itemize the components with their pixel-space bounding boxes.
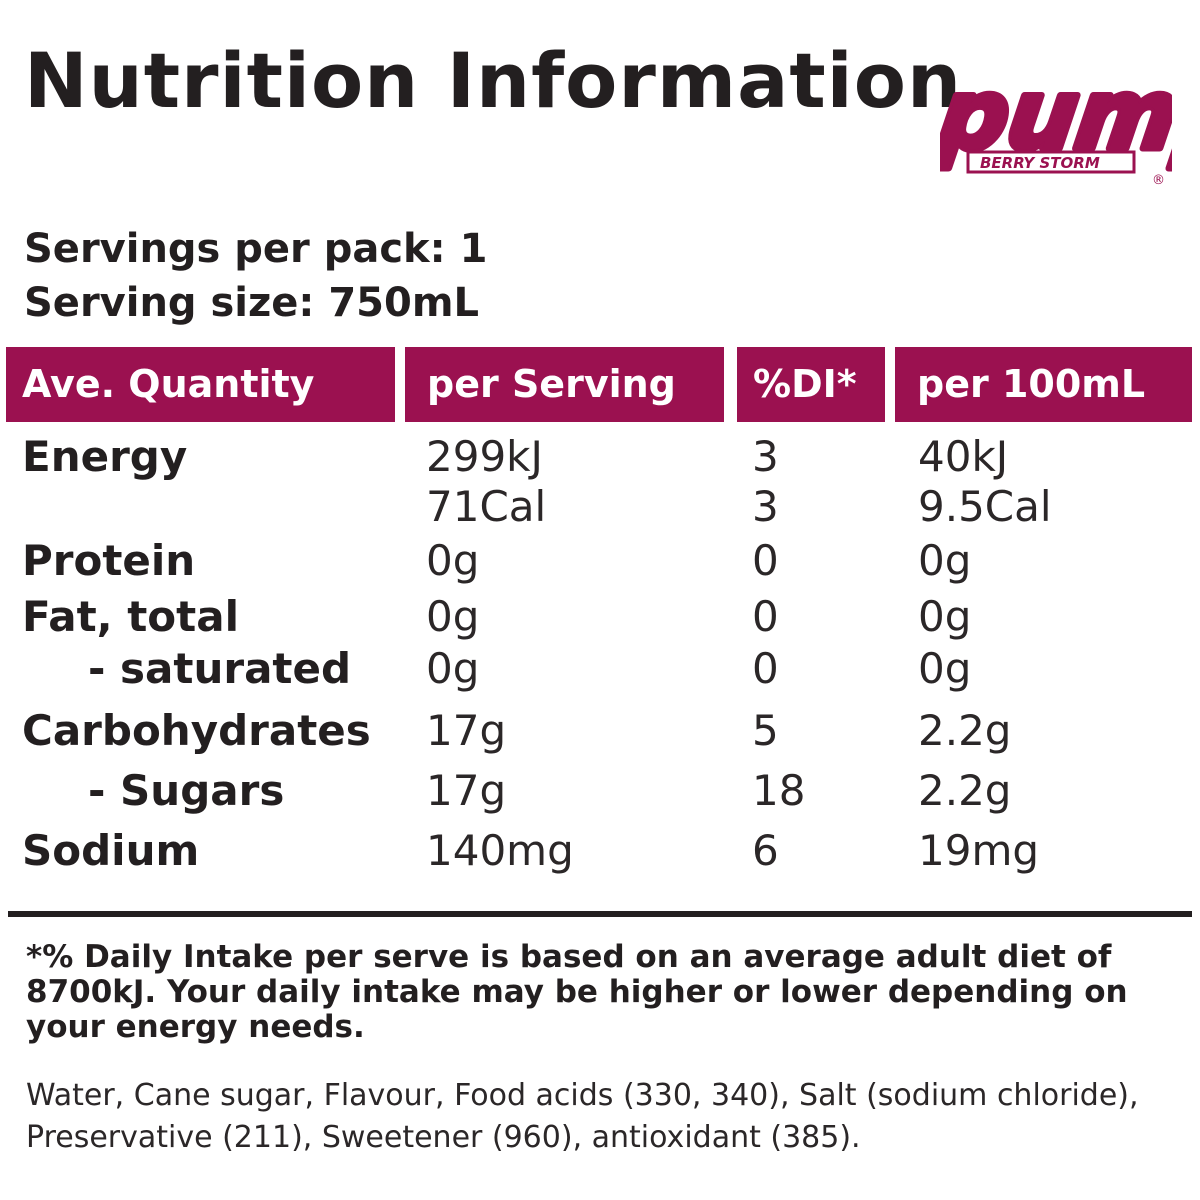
daily-intake-footnote: *% Daily Intake per serve is based on an…	[26, 939, 1128, 1045]
per-serving-value: 17g	[426, 766, 507, 815]
logo-registered-mark: ®	[1152, 173, 1165, 188]
header-ave-quantity: Ave. Quantity	[6, 347, 395, 422]
daily-intake-value: 3	[752, 432, 779, 481]
nutrient-name: Fat, total	[22, 592, 239, 641]
daily-intake-value: 18	[752, 766, 806, 815]
per-100ml-value: 40kJ	[918, 432, 1009, 481]
per-serving-value: 17g	[426, 706, 507, 755]
nutrient-name: Sodium	[22, 826, 200, 875]
per-100ml-value: 2.2g	[918, 766, 1012, 815]
daily-intake-value: 0	[752, 536, 779, 585]
per-serving-value: 71Cal	[426, 482, 547, 531]
daily-intake-value: 6	[752, 826, 779, 875]
per-100ml-value: 0g	[918, 536, 972, 585]
nutrient-name: - saturated	[88, 644, 352, 693]
per-serving-value: 0g	[426, 536, 480, 585]
logo-flavour-band	[966, 150, 1136, 174]
page-title: Nutrition Information	[24, 36, 963, 125]
divider-rule	[8, 911, 1192, 917]
per-100ml-value: 9.5Cal	[918, 482, 1052, 531]
serving-size: Serving size: 750mL	[24, 280, 479, 326]
per-serving-value: 0g	[426, 592, 480, 641]
per-100ml-value: 19mg	[918, 826, 1040, 875]
header-daily-intake: %DI*	[737, 347, 885, 422]
per-100ml-value: 2.2g	[918, 706, 1012, 755]
daily-intake-value: 3	[752, 482, 779, 531]
daily-intake-value: 0	[752, 644, 779, 693]
per-serving-value: 299kJ	[426, 432, 543, 481]
nutrient-name: - Sugars	[88, 766, 285, 815]
logo-flavour: BERRY STORM	[980, 154, 1100, 172]
nutrient-name: Energy	[22, 432, 188, 481]
header-per-100ml: per 100mL	[895, 347, 1192, 422]
daily-intake-value: 0	[752, 592, 779, 641]
nutrient-name: Carbohydrates	[22, 706, 371, 755]
nutrient-name: Protein	[22, 536, 196, 585]
per-serving-value: 0g	[426, 644, 480, 693]
ingredients-list: Water, Cane sugar, Flavour, Food acids (…	[26, 1078, 1139, 1155]
header-per-serving: per Serving	[405, 347, 724, 422]
per-serving-value: 140mg	[426, 826, 574, 875]
per-100ml-value: 0g	[918, 592, 972, 641]
pump-logo: pump pump BERRY STORM ®	[940, 60, 1172, 188]
servings-per-pack: Servings per pack: 1	[24, 226, 488, 272]
per-100ml-value: 0g	[918, 644, 972, 693]
daily-intake-value: 5	[752, 706, 779, 755]
